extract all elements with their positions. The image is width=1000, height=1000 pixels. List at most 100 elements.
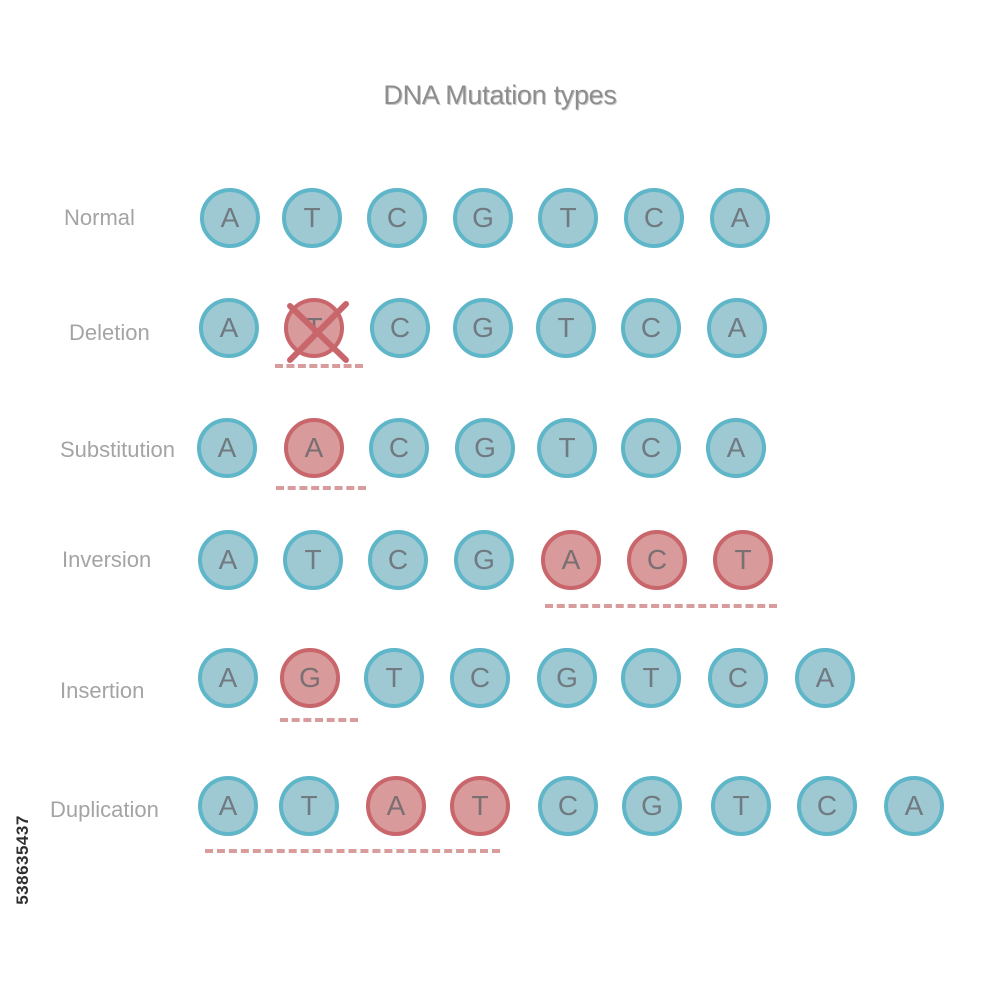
base-insertion-4: C bbox=[450, 648, 510, 708]
row-label-substitution: Substitution bbox=[60, 437, 175, 462]
base-letter: G bbox=[641, 790, 663, 821]
base-letter: T bbox=[559, 202, 577, 233]
base-deletion-5: T bbox=[536, 298, 596, 358]
row-label-inversion: Inversion bbox=[62, 547, 152, 572]
base-normal-6: C bbox=[624, 188, 684, 248]
base-normal-7: A bbox=[710, 188, 770, 248]
base-letter: A bbox=[904, 790, 924, 821]
base-substitution-5: T bbox=[537, 418, 597, 478]
base-inversion-3: C bbox=[368, 530, 428, 590]
base-letter: G bbox=[556, 662, 578, 693]
base-inversion-4: G bbox=[454, 530, 514, 590]
mutated-base-duplication-3: A bbox=[366, 776, 426, 836]
base-normal-3: C bbox=[367, 188, 427, 248]
base-letter: T bbox=[305, 312, 323, 343]
base-insertion-6: T bbox=[621, 648, 681, 708]
base-letter: G bbox=[473, 544, 495, 575]
base-letter: T bbox=[734, 544, 752, 575]
mutated-base-inversion-7: T bbox=[713, 530, 773, 590]
base-letter: A bbox=[218, 790, 238, 821]
base-substitution-1: A bbox=[197, 418, 257, 478]
base-duplication-6: G bbox=[622, 776, 682, 836]
base-letter: T bbox=[642, 662, 660, 693]
base-inversion-1: A bbox=[198, 530, 258, 590]
mutation-underline-insertion bbox=[280, 718, 358, 722]
mutation-underline-inversion bbox=[545, 604, 777, 608]
base-insertion-7: C bbox=[708, 648, 768, 708]
base-insertion-8: A bbox=[795, 648, 855, 708]
mutation-underline-substitution bbox=[276, 486, 366, 490]
mutated-base-insertion-2: G bbox=[280, 648, 340, 708]
base-letter: G bbox=[472, 202, 494, 233]
base-letter: A bbox=[726, 432, 746, 463]
base-letter: A bbox=[815, 662, 835, 693]
base-deletion-1: A bbox=[199, 298, 259, 358]
base-substitution-4: G bbox=[455, 418, 515, 478]
deleted-base-deletion-2: T bbox=[284, 298, 349, 363]
row-label-deletion: Deletion bbox=[69, 320, 150, 345]
base-letter: A bbox=[386, 790, 406, 821]
diagram-title: DNA Mutation types bbox=[383, 80, 617, 110]
base-letter: A bbox=[730, 202, 750, 233]
base-letter: A bbox=[218, 544, 238, 575]
base-duplication-9: A bbox=[884, 776, 944, 836]
base-letter: C bbox=[643, 202, 665, 233]
base-deletion-6: C bbox=[621, 298, 681, 358]
stock-image-id: 538635437 bbox=[8, 770, 38, 950]
base-letter: A bbox=[218, 662, 238, 693]
base-letter: A bbox=[219, 312, 239, 343]
base-letter: A bbox=[220, 202, 240, 233]
base-letter: C bbox=[389, 312, 411, 343]
base-letter: T bbox=[304, 544, 322, 575]
base-substitution-7: A bbox=[706, 418, 766, 478]
row-label-normal: Normal bbox=[64, 205, 135, 230]
base-letter: A bbox=[561, 544, 581, 575]
row-label-duplication: Duplication bbox=[50, 797, 159, 822]
mutated-base-inversion-5: A bbox=[541, 530, 601, 590]
base-letter: T bbox=[732, 790, 750, 821]
base-substitution-6: C bbox=[621, 418, 681, 478]
base-insertion-3: T bbox=[364, 648, 424, 708]
base-duplication-7: T bbox=[711, 776, 771, 836]
base-letter: C bbox=[727, 662, 749, 693]
base-letter: C bbox=[388, 432, 410, 463]
base-letter: C bbox=[640, 432, 662, 463]
base-letter: T bbox=[557, 312, 575, 343]
base-letter: T bbox=[558, 432, 576, 463]
base-letter: G bbox=[474, 432, 496, 463]
base-letter: T bbox=[303, 202, 321, 233]
mutation-underline-deletion bbox=[275, 364, 363, 368]
row-label-insertion: Insertion bbox=[60, 678, 145, 703]
base-deletion-4: G bbox=[453, 298, 513, 358]
base-letter: A bbox=[304, 432, 324, 463]
base-deletion-7: A bbox=[707, 298, 767, 358]
base-letter: C bbox=[387, 544, 409, 575]
base-duplication-5: C bbox=[538, 776, 598, 836]
base-letter: T bbox=[385, 662, 403, 693]
base-normal-1: A bbox=[200, 188, 260, 248]
mutation-underline-duplication bbox=[205, 849, 500, 853]
base-deletion-3: C bbox=[370, 298, 430, 358]
base-letter: A bbox=[727, 312, 747, 343]
base-letter: G bbox=[299, 662, 321, 693]
base-letter: C bbox=[557, 790, 579, 821]
base-letter: C bbox=[640, 312, 662, 343]
base-normal-4: G bbox=[453, 188, 513, 248]
base-normal-5: T bbox=[538, 188, 598, 248]
stock-image-id-text: 538635437 bbox=[13, 815, 32, 905]
base-letter: C bbox=[386, 202, 408, 233]
base-letter: G bbox=[472, 312, 494, 343]
base-letter: C bbox=[646, 544, 668, 575]
base-letter: C bbox=[469, 662, 491, 693]
base-duplication-2: T bbox=[279, 776, 339, 836]
base-duplication-8: C bbox=[797, 776, 857, 836]
base-letter: C bbox=[816, 790, 838, 821]
base-inversion-2: T bbox=[283, 530, 343, 590]
base-substitution-3: C bbox=[369, 418, 429, 478]
mutated-base-substitution-2: A bbox=[284, 418, 344, 478]
base-letter: A bbox=[217, 432, 237, 463]
mutated-base-inversion-6: C bbox=[627, 530, 687, 590]
base-insertion-5: G bbox=[537, 648, 597, 708]
base-duplication-1: A bbox=[198, 776, 258, 836]
base-letter: T bbox=[300, 790, 318, 821]
